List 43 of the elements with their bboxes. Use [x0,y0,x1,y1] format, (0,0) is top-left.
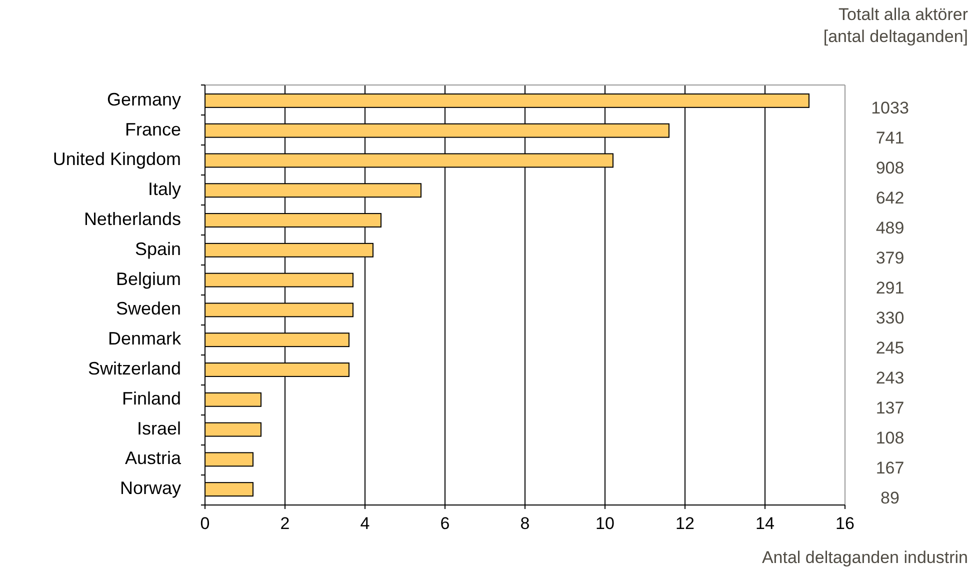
text: 330 [876,308,904,328]
text: Totalt alla aktörer [antal deltaganden] [823,5,968,46]
text: 908 [876,158,904,178]
y-tick-label: France [124,119,181,140]
y-tick-label: Germany [106,89,181,110]
x-tick-label: 12 [676,514,694,533]
y-tick-label: Switzerland [88,358,181,378]
x-tick-label: 6 [440,514,450,533]
y-tick-label: United Kingdom [52,149,181,170]
x-tick-label: 14 [756,514,774,533]
x-tick-label: 2 [280,514,290,533]
y-tick-label: Sweden [116,298,181,319]
text: 1033 [871,98,909,118]
text: 642 [876,188,904,208]
bar [204,392,262,407]
y-tick-label: Norway [120,478,181,498]
x-tick-label: 8 [520,514,530,533]
y-tick-label: Spain [134,238,181,259]
y-tick-label: Denmark [108,328,182,349]
text: 108 [876,428,904,448]
y-tick-label: Italy [148,179,181,200]
x-tick-label: 16 [836,514,854,533]
x-tick-label: 4 [360,514,370,533]
text: 379 [876,248,904,268]
bar [204,422,262,437]
x-axis-title: Antal deltaganden industrin [762,548,968,567]
text: 291 [876,278,904,298]
y-tick-label: Austria [124,448,182,468]
text: 489 [876,218,904,238]
text: 167 [876,458,904,478]
y-tick-label: Israel [136,418,181,438]
text: 243 [876,368,904,388]
x-tick-label: 0 [200,514,210,533]
y-tick-label: Belgium [116,268,181,289]
text: 137 [876,398,904,418]
bar [204,452,254,467]
text: 245 [876,338,904,358]
text: 89 [880,488,900,508]
x-tick-label: 10 [596,514,614,533]
text: 741 [876,128,904,148]
y-tick-label: Finland [122,388,181,408]
bar [204,482,254,497]
y-tick-label: Netherlands [84,209,181,230]
